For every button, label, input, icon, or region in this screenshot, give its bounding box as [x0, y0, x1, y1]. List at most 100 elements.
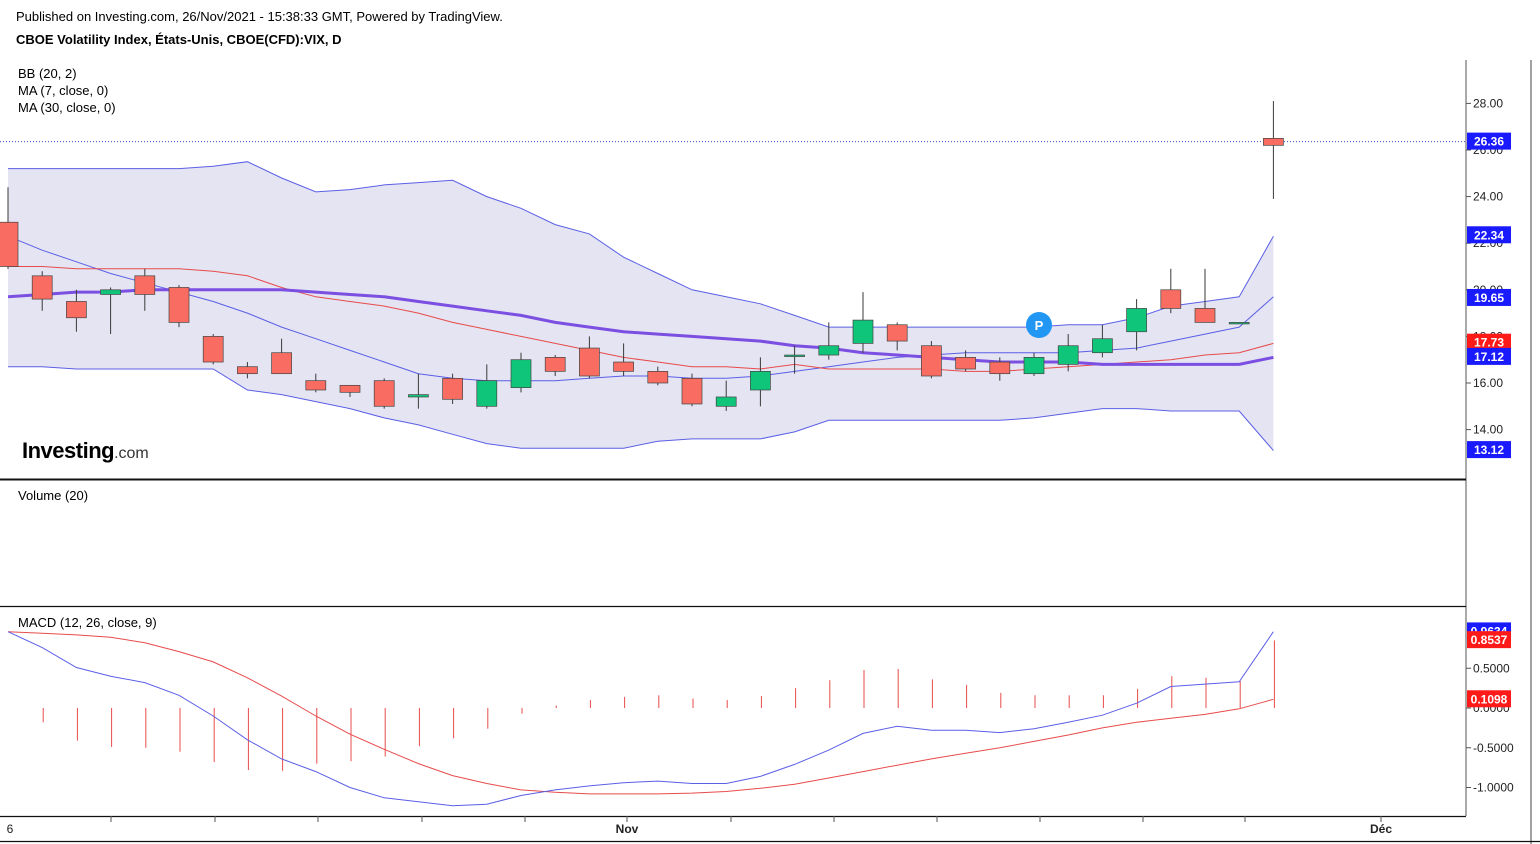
macd-legend[interactable]: MACD (12, 26, close, 9) — [18, 615, 157, 630]
candle — [750, 357, 771, 407]
macd-tick-label: -0.5000 — [1473, 741, 1514, 755]
candle — [442, 373, 463, 404]
value-tag-label: 0.1098 — [1471, 692, 1508, 706]
time-tick-label: 6 — [7, 822, 14, 836]
marker-p-badge[interactable] — [1026, 312, 1052, 338]
value-tag: 22.34 — [1467, 226, 1511, 244]
candle-body — [271, 352, 292, 375]
macd-pane — [7, 631, 1275, 807]
candle-body — [373, 380, 395, 407]
volume-legend[interactable]: Volume (20) — [18, 488, 89, 503]
marker-p-label: P — [1035, 318, 1044, 333]
value-tag-label: 17.73 — [1474, 336, 1504, 350]
candle — [408, 373, 429, 409]
candle-body — [818, 345, 840, 356]
value-tag-label: 22.34 — [1474, 228, 1504, 242]
candle-body — [715, 396, 737, 407]
value-tag: 17.12 — [1467, 347, 1511, 365]
value-tag-label: 26.36 — [1474, 135, 1504, 149]
macd-tick-label: 0.5000 — [1473, 661, 1510, 675]
value-tag: 0.1098 — [1467, 690, 1511, 708]
price-tick-label: 14.00 — [1473, 423, 1503, 437]
candle-body — [647, 371, 669, 384]
value-tag: 26.36 — [1467, 132, 1511, 150]
candle — [134, 268, 156, 311]
candle — [921, 341, 942, 379]
candle — [31, 271, 53, 311]
candle-body — [955, 357, 976, 370]
candle — [100, 287, 121, 335]
candle — [168, 285, 190, 328]
value-tag-box — [1467, 132, 1511, 150]
bb-upper-line — [8, 161, 1274, 328]
candle-body — [544, 357, 566, 372]
candle — [305, 373, 327, 393]
candle — [784, 345, 805, 374]
candle-body — [442, 377, 463, 400]
candle-body — [784, 354, 805, 357]
candle-body — [613, 361, 634, 372]
candle — [1263, 101, 1284, 199]
candle — [1160, 268, 1182, 314]
candle — [510, 352, 532, 393]
candle-body — [0, 221, 19, 267]
candle — [1228, 322, 1250, 325]
candle — [989, 357, 1011, 381]
candle — [1194, 268, 1216, 323]
published-caption: Published on Investing.com, 26/Nov/2021 … — [16, 9, 503, 24]
candle-body — [408, 394, 429, 398]
candle — [579, 336, 600, 379]
candle-body — [510, 359, 532, 389]
candle-body — [305, 380, 327, 391]
candle-body — [237, 366, 258, 375]
candle-body — [168, 287, 190, 323]
candle — [339, 384, 361, 397]
candle — [886, 322, 908, 351]
value-tag-box — [1467, 631, 1511, 649]
candle-body — [1194, 308, 1216, 323]
candle — [1057, 334, 1079, 372]
value-tag-box — [1467, 690, 1511, 708]
candle — [681, 373, 703, 407]
candle — [955, 350, 976, 372]
value-tag-label: 13.12 — [1474, 443, 1504, 457]
candle-body — [921, 345, 942, 377]
price-tick-label: 24.00 — [1473, 190, 1503, 204]
time-tick-label: Nov — [616, 822, 639, 836]
macd-tick-label: -1.0000 — [1473, 781, 1514, 795]
candle-body — [1160, 289, 1182, 309]
candle — [613, 343, 634, 377]
candle — [1126, 299, 1147, 351]
candle-body — [1263, 138, 1284, 146]
value-tag-label: 19.65 — [1474, 291, 1504, 305]
candle-body — [134, 275, 156, 295]
candle-body — [339, 384, 361, 393]
candle-body — [1228, 322, 1250, 325]
bb-lower-line — [8, 366, 1274, 451]
candle — [202, 334, 224, 365]
value-tag: 0.8537 — [1467, 631, 1511, 649]
price-tick-label: 16.00 — [1473, 376, 1503, 390]
ma7-legend[interactable]: MA (7, close, 0) — [18, 83, 109, 98]
candle — [544, 355, 566, 377]
candle — [271, 338, 292, 375]
marker-p[interactable]: P — [1026, 312, 1052, 338]
macd-signal-line — [7, 631, 1274, 795]
macd-line — [7, 631, 1274, 807]
candle — [373, 378, 395, 409]
candle — [237, 362, 258, 379]
candle-body — [852, 319, 874, 344]
candle — [66, 289, 87, 332]
value-tag-box — [1467, 347, 1511, 365]
candle — [1092, 324, 1113, 358]
value-tag: 13.12 — [1467, 441, 1511, 459]
price-tick-label: 28.00 — [1473, 96, 1503, 110]
value-tag: 19.65 — [1467, 288, 1511, 306]
ma30-legend[interactable]: MA (30, close, 0) — [18, 100, 116, 115]
candle-body — [31, 275, 53, 300]
candle-body — [476, 380, 498, 407]
bb-legend[interactable]: BB (20, 2) — [18, 66, 77, 81]
candle-body — [750, 371, 771, 391]
candle-body — [1092, 338, 1113, 354]
